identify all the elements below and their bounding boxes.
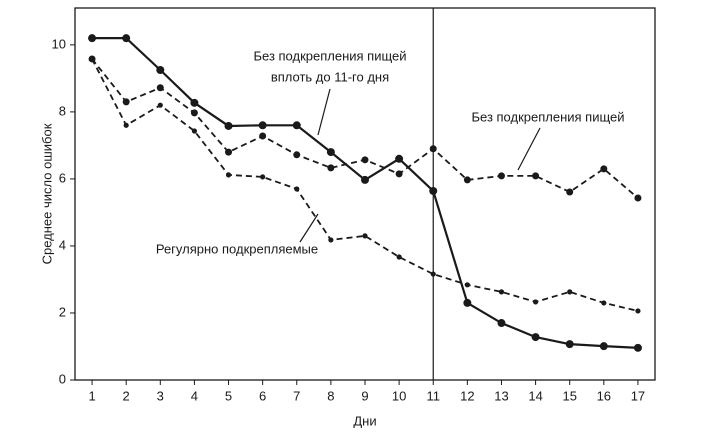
data-point <box>565 340 574 349</box>
data-point <box>497 172 505 180</box>
data-point <box>362 233 368 239</box>
data-point <box>122 34 131 43</box>
data-point <box>260 174 266 180</box>
data-point <box>634 194 642 202</box>
data-point <box>122 98 130 106</box>
data-point <box>89 56 95 62</box>
data-point <box>395 170 403 178</box>
data-point <box>156 66 165 74</box>
data-point <box>88 34 97 43</box>
data-point <box>225 148 233 156</box>
series-line <box>92 37 638 349</box>
x-tick-label: 14 <box>528 388 542 403</box>
data-point <box>191 128 198 134</box>
y-tick-label: 2 <box>59 304 66 319</box>
data-point <box>531 333 540 342</box>
x-tick-label: 2 <box>123 388 130 403</box>
data-point <box>395 154 404 163</box>
data-point <box>497 319 506 328</box>
x-tick-label: 10 <box>392 388 406 403</box>
data-point <box>600 165 608 173</box>
y-tick-label: 8 <box>59 103 66 118</box>
data-point <box>463 176 471 184</box>
data-point <box>429 186 438 195</box>
data-point <box>361 156 369 164</box>
x-axis-label: Дни <box>353 413 376 428</box>
annotation-arrow <box>317 88 331 136</box>
data-point <box>293 151 301 159</box>
data-point <box>566 188 574 196</box>
data-point <box>567 289 573 295</box>
x-tick-label: 13 <box>494 388 508 403</box>
data-point <box>599 342 608 351</box>
data-point <box>224 121 233 130</box>
data-point <box>225 172 232 178</box>
data-point <box>463 298 472 307</box>
y-tick-label: 6 <box>59 170 66 185</box>
data-point <box>601 300 607 306</box>
data-point <box>532 172 540 180</box>
data-point <box>190 109 198 117</box>
data-point <box>190 98 199 107</box>
x-tick-label: 1 <box>88 388 95 403</box>
data-point <box>429 145 437 153</box>
data-point <box>294 186 300 192</box>
x-tick-label: 9 <box>361 388 368 403</box>
data-point <box>532 299 539 305</box>
annotation: вплоть до 11-го дня <box>271 69 389 84</box>
x-tick-label: 7 <box>293 388 300 403</box>
data-point <box>396 254 402 260</box>
data-point <box>361 175 369 184</box>
x-tick-label: 12 <box>460 388 474 403</box>
annotation-arrow <box>517 127 541 171</box>
x-tick-label: 16 <box>597 388 611 403</box>
data-point <box>157 102 163 108</box>
data-point <box>156 84 164 92</box>
x-tick-label: 8 <box>327 388 334 403</box>
x-tick-label: 17 <box>631 388 645 403</box>
annotation-arrow <box>299 213 319 243</box>
data-point <box>258 121 267 130</box>
x-tick-label: 3 <box>157 388 164 403</box>
annotation: Без подкрепления пищей <box>471 109 624 124</box>
x-tick-label: 11 <box>426 388 440 403</box>
x-tick-label: 15 <box>562 388 576 403</box>
data-point <box>326 148 335 157</box>
x-tick-label: 6 <box>259 388 266 403</box>
x-tick-label: 4 <box>191 388 198 403</box>
y-tick-label: 4 <box>59 237 66 252</box>
series-line <box>91 58 639 312</box>
y-tick-label: 10 <box>52 36 66 51</box>
annotation: Без подкрепления пищей <box>253 48 406 63</box>
data-point <box>259 132 267 140</box>
y-tick-label: 0 <box>59 371 66 386</box>
annotation: Регулярно подкрепляемые <box>156 241 318 256</box>
y-axis-label: Среднее число ошибок <box>39 123 54 264</box>
data-point <box>292 121 301 130</box>
data-point <box>498 289 505 295</box>
data-point <box>328 237 334 243</box>
data-point <box>633 343 642 352</box>
data-point <box>464 282 470 288</box>
data-point <box>635 308 641 314</box>
data-point <box>430 271 436 277</box>
x-tick-label: 5 <box>225 388 232 403</box>
data-point <box>327 164 335 172</box>
data-point <box>123 122 129 128</box>
